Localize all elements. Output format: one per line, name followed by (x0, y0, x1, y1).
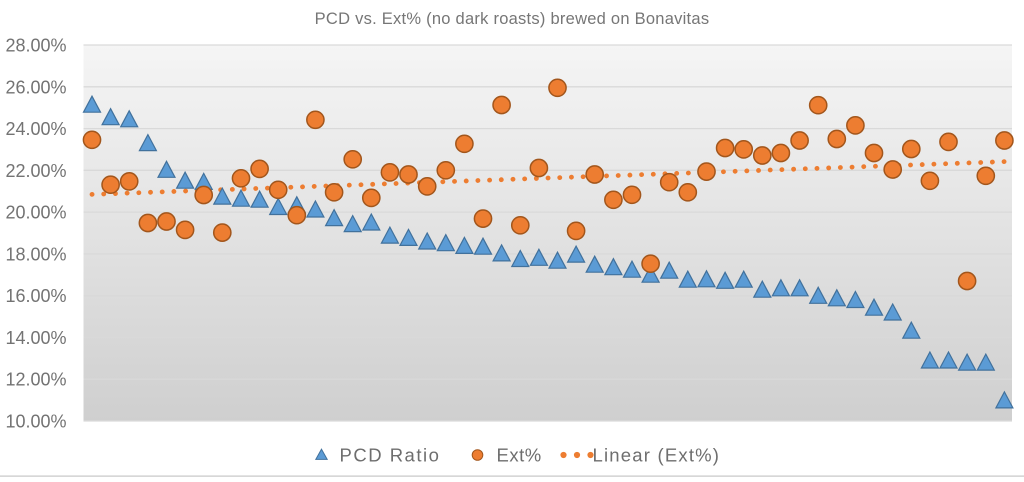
svg-text:Linear (Ext%): Linear (Ext%) (593, 445, 721, 466)
svg-text:24.00%: 24.00% (5, 119, 66, 139)
svg-text:28.00%: 28.00% (5, 36, 66, 56)
svg-text:14.00%: 14.00% (5, 328, 66, 348)
svg-text:PCD vs. Ext% (no dark roasts): PCD vs. Ext% (no dark roasts) brewed on … (315, 10, 710, 28)
svg-text:20.00%: 20.00% (5, 203, 66, 223)
svg-text:16.00%: 16.00% (5, 286, 66, 306)
svg-text:10.00%: 10.00% (5, 412, 66, 432)
svg-text:12.00%: 12.00% (5, 370, 66, 390)
svg-text:26.00%: 26.00% (5, 77, 66, 97)
svg-text:PCD Ratio: PCD Ratio (340, 445, 441, 466)
svg-text:22.00%: 22.00% (5, 161, 66, 181)
svg-text:18.00%: 18.00% (5, 244, 66, 264)
svg-text:Ext%: Ext% (497, 445, 542, 466)
